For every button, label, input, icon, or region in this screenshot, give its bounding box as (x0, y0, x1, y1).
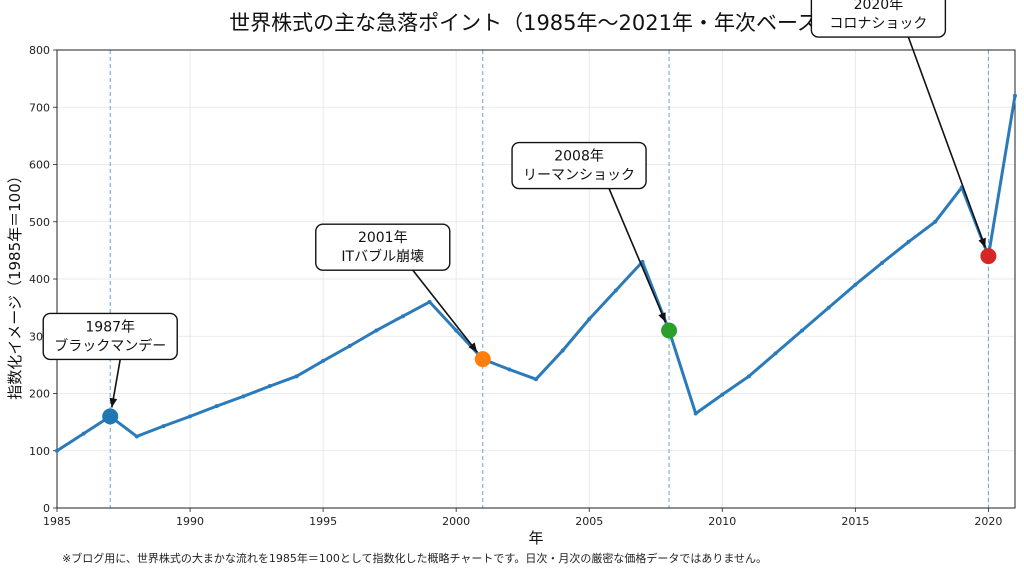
data-point (640, 259, 645, 264)
data-point (613, 288, 618, 293)
data-point (773, 351, 778, 356)
data-point (879, 260, 884, 265)
data-point (826, 305, 831, 310)
grid (56, 49, 1015, 509)
crash-point (474, 351, 491, 368)
y-tick-label: 500 (29, 216, 50, 229)
annotation-arrowhead (658, 312, 666, 323)
annotation-text: 2001年 (358, 230, 408, 246)
data-point (81, 431, 86, 436)
data-point (347, 343, 352, 348)
data-point (427, 299, 432, 304)
data-point (55, 448, 59, 453)
data-point (294, 374, 299, 379)
data-point (134, 434, 139, 439)
annotation-arrowhead (978, 237, 986, 248)
data-point (906, 239, 911, 244)
annotation-text: 2008年 (554, 149, 604, 165)
y-tick-label: 0 (43, 502, 50, 515)
y-tick-label: 600 (29, 159, 50, 172)
annotation-text: リーマンショック (523, 168, 635, 184)
data-point (560, 348, 565, 353)
x-axis-label: 年 (528, 529, 543, 547)
y-tick-label: 800 (29, 44, 50, 57)
data-point (267, 384, 272, 389)
x-tick-label: 2015 (841, 515, 869, 528)
data-point (853, 282, 858, 287)
crash-marker-lines (109, 50, 989, 508)
y-tick-label: 100 (29, 445, 50, 458)
data-point (161, 424, 166, 429)
data-point (374, 328, 379, 333)
annotation-text: 2020年 (854, 0, 904, 13)
crash-point (980, 248, 997, 265)
annotations: 1987年ブラックマンデー2001年ITバブル崩壊2008年リーマンショック20… (42, 0, 987, 408)
x-tick-label: 2020 (974, 515, 1002, 528)
annotation-box (511, 141, 647, 190)
y-axis-label: 指数化イメージ（1985年＝100） (6, 168, 24, 400)
data-point (241, 394, 246, 399)
data-point (214, 404, 219, 409)
data-point (933, 219, 938, 224)
data-point (534, 377, 538, 382)
highlights (102, 248, 997, 425)
x-tick-label: 1995 (309, 515, 337, 528)
data-point (321, 358, 326, 363)
data-point (800, 328, 805, 333)
crash-point (102, 408, 119, 425)
plot-frame (56, 49, 1016, 509)
annotation-arrowhead (468, 342, 478, 353)
series (55, 93, 1017, 453)
chart-title: 世界株式の主な急落ポイント（1985年〜2021年・年次ベース） (229, 11, 839, 35)
data-point (693, 411, 698, 416)
crash-point (661, 322, 678, 339)
data-point (400, 314, 405, 319)
annotation-arrowhead (109, 397, 118, 408)
data-point (507, 367, 512, 372)
annotation-box (42, 312, 178, 361)
footnote: ※ブログ用に、世界株式の大まかな流れを1985年＝100として指数化した概略チャ… (62, 551, 767, 565)
data-point (746, 374, 751, 379)
y-tick-label: 200 (29, 388, 50, 401)
y-tick-label: 400 (29, 273, 50, 286)
y-tick-label: 700 (29, 101, 50, 114)
annotation-box (810, 0, 947, 38)
annotation: 2001年 ITバブル崩壊 (315, 223, 478, 353)
x-tick-label: 1985 (43, 515, 71, 528)
x-tick-label: 2010 (708, 515, 736, 528)
data-point (454, 328, 459, 333)
annotation-arrow (608, 188, 667, 323)
annotation-arrow (907, 36, 987, 248)
data-point (1013, 93, 1017, 98)
annotation-text: 1987年 (85, 319, 135, 335)
annotation-text: ブラックマンデー (54, 337, 166, 354)
x-tick-label: 2000 (442, 515, 470, 528)
annotation-text: コロナショック (829, 16, 927, 32)
annotation-box (315, 223, 451, 271)
data-point (188, 414, 193, 419)
x-tick-label: 1990 (176, 515, 204, 528)
data-point (720, 392, 725, 397)
annotation-arrow (412, 269, 478, 353)
x-tick-label: 2005 (575, 515, 603, 528)
annotation-text: ITバブル崩壊 (341, 248, 424, 265)
data-point (587, 317, 592, 322)
